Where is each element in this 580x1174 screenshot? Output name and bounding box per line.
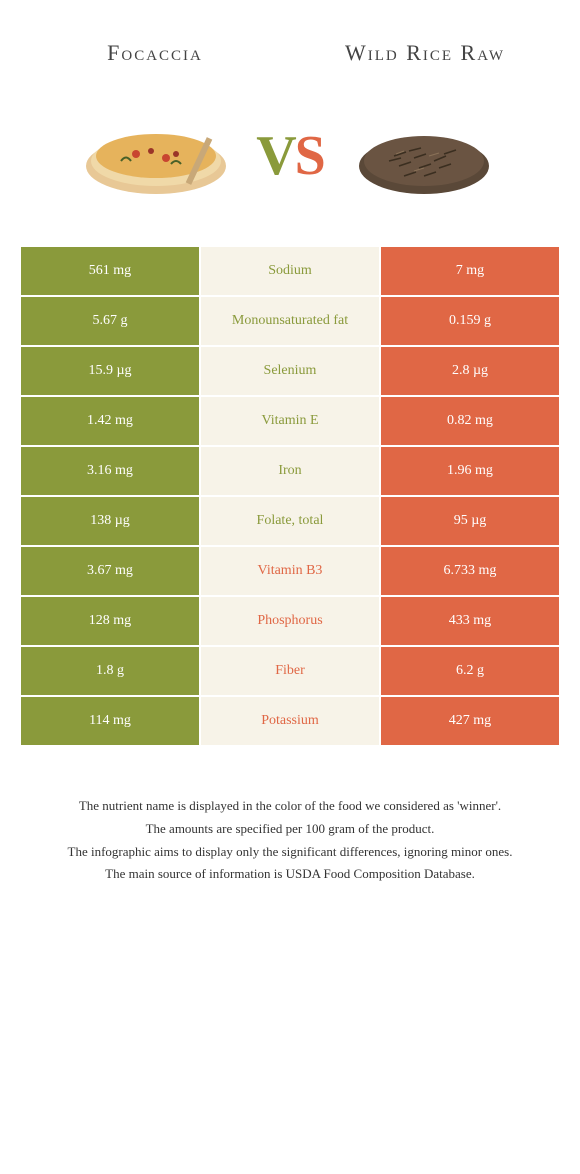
nutrient-table: 561 mgSodium7 mg5.67 gMonounsaturated fa… bbox=[20, 246, 560, 746]
nutrient-label: Folate, total bbox=[200, 496, 380, 546]
footer-line-1: The nutrient name is displayed in the co… bbox=[40, 796, 540, 817]
focaccia-image bbox=[76, 106, 236, 206]
vs-label: VS bbox=[256, 124, 324, 188]
table-row: 1.8 gFiber6.2 g bbox=[20, 646, 560, 696]
nutrient-label: Fiber bbox=[200, 646, 380, 696]
value-right: 0.82 mg bbox=[380, 396, 560, 446]
nutrient-label: Potassium bbox=[200, 696, 380, 746]
table-row: 1.42 mgVitamin E0.82 mg bbox=[20, 396, 560, 446]
value-left: 114 mg bbox=[20, 696, 200, 746]
table-row: 561 mgSodium7 mg bbox=[20, 246, 560, 296]
table-row: 128 mgPhosphorus433 mg bbox=[20, 596, 560, 646]
value-left: 561 mg bbox=[20, 246, 200, 296]
value-left: 138 µg bbox=[20, 496, 200, 546]
nutrient-label: Monounsaturated fat bbox=[200, 296, 380, 346]
value-left: 1.8 g bbox=[20, 646, 200, 696]
value-left: 3.16 mg bbox=[20, 446, 200, 496]
value-right: 7 mg bbox=[380, 246, 560, 296]
food-left-title: Focaccia bbox=[20, 40, 290, 66]
value-right: 6.733 mg bbox=[380, 546, 560, 596]
header: Focaccia Wild Rice Raw bbox=[0, 0, 580, 86]
footer-line-3: The infographic aims to display only the… bbox=[40, 842, 540, 863]
vs-row: VS bbox=[0, 86, 580, 226]
value-left: 3.67 mg bbox=[20, 546, 200, 596]
nutrient-label: Phosphorus bbox=[200, 596, 380, 646]
value-right: 0.159 g bbox=[380, 296, 560, 346]
table-row: 138 µgFolate, total95 µg bbox=[20, 496, 560, 546]
footer-line-4: The main source of information is USDA F… bbox=[40, 864, 540, 885]
value-left: 5.67 g bbox=[20, 296, 200, 346]
table-row: 3.67 mgVitamin B36.733 mg bbox=[20, 546, 560, 596]
nutrient-label: Vitamin B3 bbox=[200, 546, 380, 596]
footer-notes: The nutrient name is displayed in the co… bbox=[0, 766, 580, 917]
table-row: 5.67 gMonounsaturated fat0.159 g bbox=[20, 296, 560, 346]
value-right: 433 mg bbox=[380, 596, 560, 646]
value-right: 1.96 mg bbox=[380, 446, 560, 496]
value-right: 95 µg bbox=[380, 496, 560, 546]
value-left: 15.9 µg bbox=[20, 346, 200, 396]
value-right: 427 mg bbox=[380, 696, 560, 746]
vs-v: V bbox=[256, 125, 294, 187]
footer-line-2: The amounts are specified per 100 gram o… bbox=[40, 819, 540, 840]
value-right: 6.2 g bbox=[380, 646, 560, 696]
value-left: 128 mg bbox=[20, 596, 200, 646]
table-row: 15.9 µgSelenium2.8 µg bbox=[20, 346, 560, 396]
table-row: 3.16 mgIron1.96 mg bbox=[20, 446, 560, 496]
value-left: 1.42 mg bbox=[20, 396, 200, 446]
nutrient-label: Sodium bbox=[200, 246, 380, 296]
vs-s: S bbox=[295, 125, 324, 187]
nutrient-label: Vitamin E bbox=[200, 396, 380, 446]
table-row: 114 mgPotassium427 mg bbox=[20, 696, 560, 746]
nutrient-label: Iron bbox=[200, 446, 380, 496]
wild-rice-image bbox=[344, 106, 504, 206]
food-right-title: Wild Rice Raw bbox=[290, 40, 560, 66]
value-right: 2.8 µg bbox=[380, 346, 560, 396]
nutrient-label: Selenium bbox=[200, 346, 380, 396]
